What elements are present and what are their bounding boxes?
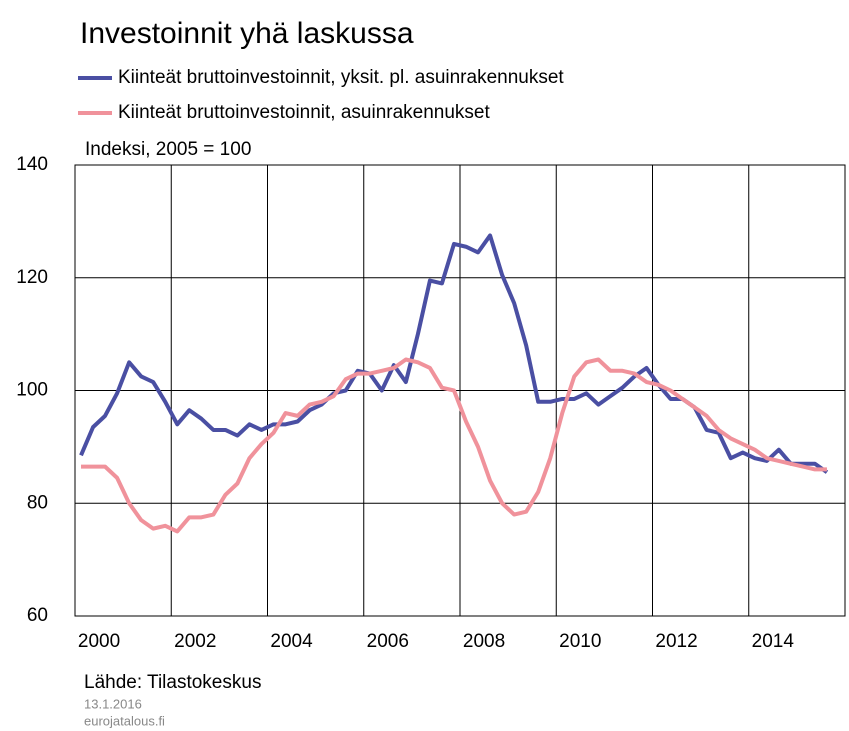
x-tick-label: 2014 [752, 631, 795, 652]
source: Lähde: Tilastokeskus [84, 672, 261, 693]
y-axis-label: Indeksi, 2005 = 100 [85, 139, 251, 160]
legend-label: Kiinteät bruttoinvestoinnit, asuinrakenn… [118, 102, 491, 123]
series-line [81, 357, 827, 534]
legend-label: Kiinteät bruttoinvestoinnit, yksit. pl. … [118, 67, 564, 88]
x-tick-label: 2002 [174, 631, 216, 652]
x-tick-label: 2010 [559, 631, 601, 652]
x-tick-label: 2008 [463, 631, 505, 652]
date: 13.1.2016 [84, 696, 142, 711]
y-tick-label: 120 [16, 267, 48, 288]
y-tick-label: 100 [16, 380, 48, 401]
x-tick-label: 2000 [78, 631, 120, 652]
x-tick-label: 2012 [655, 631, 697, 652]
y-tick-label: 60 [27, 605, 48, 626]
plot-frame [74, 164, 846, 617]
x-tick-label: 2004 [270, 631, 313, 652]
series-line [79, 233, 829, 474]
chart-title: Investoinnit yhä laskussa [80, 17, 414, 50]
y-tick-label: 140 [16, 154, 48, 175]
y-tick-label: 80 [27, 492, 48, 513]
x-tick-label: 2006 [367, 631, 409, 652]
site: eurojatalous.fi [84, 713, 165, 728]
